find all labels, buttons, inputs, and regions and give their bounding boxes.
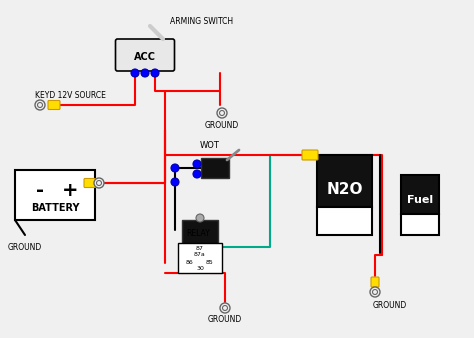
Text: RELAY: RELAY [186,228,210,238]
Circle shape [151,69,159,77]
Text: WOT: WOT [200,142,220,150]
Circle shape [131,69,139,77]
Bar [401,214,439,235]
Circle shape [222,306,228,311]
Bar [182,220,218,245]
Bar [178,243,222,273]
Text: KEYD 12V SOURCE: KEYD 12V SOURCE [35,91,106,99]
Bar [401,175,439,214]
Circle shape [217,108,227,118]
Text: GROUND: GROUND [208,315,242,324]
Circle shape [196,214,204,222]
Circle shape [141,69,149,77]
Text: 85: 85 [206,261,214,266]
Circle shape [193,170,201,178]
Text: ACC: ACC [134,52,156,62]
Circle shape [37,102,43,107]
FancyBboxPatch shape [116,39,174,71]
Text: GROUND: GROUND [8,243,42,252]
Bar [201,158,229,178]
Text: 87a: 87a [194,252,206,258]
Circle shape [220,303,230,313]
Bar [15,170,95,220]
Circle shape [171,178,179,186]
Bar [318,207,373,235]
Text: 30: 30 [196,266,204,271]
Text: +: + [62,180,78,199]
Circle shape [94,178,104,188]
Text: 86: 86 [186,261,194,266]
Text: 87: 87 [196,246,204,251]
FancyBboxPatch shape [302,150,318,160]
Bar [318,155,373,207]
Circle shape [35,100,45,110]
FancyBboxPatch shape [84,178,96,188]
Text: BATTERY: BATTERY [31,203,79,213]
FancyBboxPatch shape [48,100,60,110]
Text: N2O: N2O [327,183,363,197]
Text: Fuel: Fuel [407,195,433,205]
Circle shape [193,160,201,168]
Circle shape [219,111,225,116]
Text: GROUND: GROUND [205,121,239,129]
Circle shape [370,287,380,297]
Text: -: - [36,180,44,199]
Circle shape [171,164,179,172]
Circle shape [373,290,377,294]
Text: GROUND: GROUND [373,300,407,310]
FancyBboxPatch shape [371,277,379,287]
Circle shape [97,180,101,186]
Text: ARMING SWITCH: ARMING SWITCH [170,17,233,25]
